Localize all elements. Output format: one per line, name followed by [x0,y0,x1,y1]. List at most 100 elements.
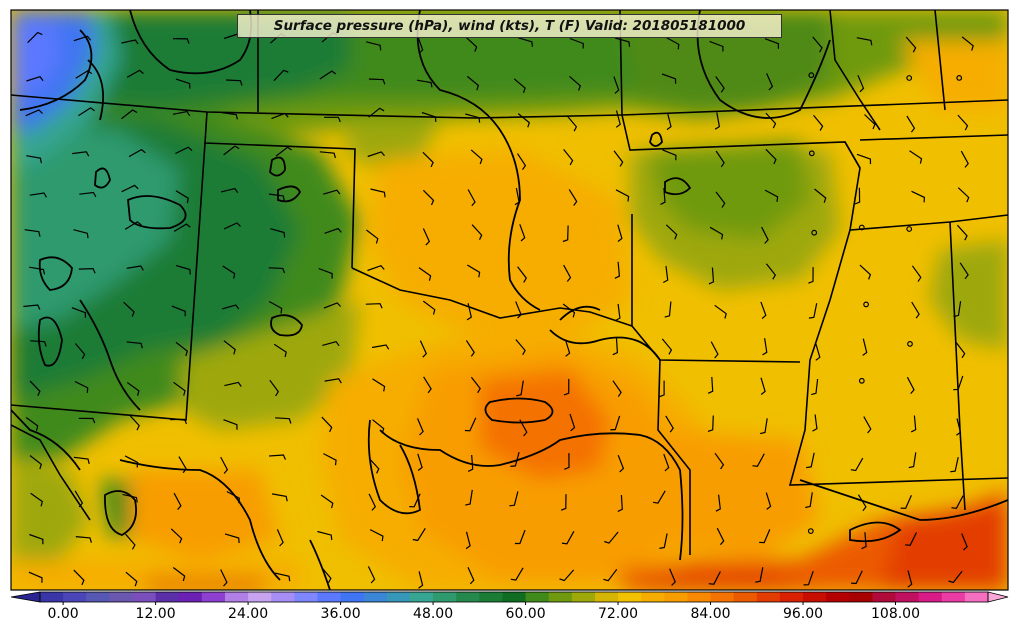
wind-barb [369,529,384,542]
colorbar-swatch [872,592,897,602]
wind-barb [514,529,526,545]
colorbar-swatch [849,592,873,602]
wind-barb [808,267,814,284]
wind-barb [955,341,966,359]
wind-barb [516,153,527,170]
wind-barb [319,151,336,159]
wind-barb [716,527,725,546]
wind-barb [614,261,621,279]
wind-barb [854,187,861,205]
colorbar-swatch [294,592,319,602]
wind-barb [811,378,819,396]
wind-barb [175,341,188,357]
wind-barb [175,265,191,275]
wind-barb [365,303,383,309]
wind-barb [603,568,618,582]
wind-barb [759,529,771,544]
wind-barb [221,112,238,120]
wind-barb [765,148,777,165]
wind-barb [515,339,526,356]
wind-barb [563,149,574,166]
colorbar-tick-label: 96.00 [783,606,823,622]
wind-barb [371,344,390,350]
wind-barb [125,571,138,587]
wind-barb [812,36,823,53]
wind-barb [665,224,678,240]
colorbar-tick-label: 24.00 [228,606,268,622]
colorbar-swatch [433,592,457,602]
colorbar-swatch [826,592,850,602]
wind-barb [124,455,139,468]
colorbar-swatch [155,592,180,602]
wind-barb [25,417,39,431]
wind-barb [663,265,669,284]
wind-barb [224,533,240,544]
wind-barb [366,229,379,244]
wind-barb [175,190,189,204]
wind-barb [959,262,969,280]
wind-barb [666,36,680,50]
wind-barb [812,414,818,432]
wind-barb [752,453,765,467]
wind-barb [323,189,341,195]
colorbar-swatch [687,592,712,602]
wind-barb [516,380,524,397]
wind-barb [416,418,424,436]
calm-wind-circle [858,224,865,231]
wind-barb [617,454,625,473]
wind-barb [29,455,42,470]
wind-barb [223,419,238,430]
wind-barb [172,38,190,44]
calm-wind-circle [906,226,913,232]
wind-barb [223,222,241,230]
wind-barb [755,567,764,583]
wind-barb [957,187,970,203]
wind-barb [560,494,567,511]
map-frame [10,9,1009,591]
wind-barb [30,340,47,347]
wind-barb [78,267,96,274]
wind-barb [659,533,668,549]
colorbar-tick-label: 12.00 [136,606,176,622]
wind-barb [707,376,714,394]
colorbar-swatch [733,592,758,602]
wind-barb [662,149,677,161]
colorbar-swatch [386,592,411,602]
wind-barb [857,74,865,93]
wind-barb [806,452,815,469]
wind-barb [710,341,719,359]
wind-barb [73,569,85,586]
wind-barb [124,221,142,230]
wind-barb [173,492,182,510]
wind-barb [324,116,341,123]
wind-barb [610,415,621,431]
colorbar-swatch [779,592,804,602]
colorbar-swatch [641,592,665,602]
wind-barb [318,267,333,279]
wind-barb [27,31,43,44]
wind-barb [470,376,481,394]
wind-barb [276,529,284,547]
calm-wind-circle [907,341,913,347]
wind-barb [172,567,186,582]
wind-barb [660,187,666,205]
wind-barb [563,378,570,396]
wind-barb [961,533,968,551]
colorbar-swatch [895,592,920,602]
wind-barb [559,569,575,582]
wind-barb [470,149,483,165]
wind-barb [466,75,480,91]
calm-wind-circle [808,150,815,157]
wind-barb [568,189,578,206]
wind-barb [517,113,530,128]
colorbar-tick-label: 36.00 [321,606,361,622]
wind-barb [72,151,90,157]
wind-barb [268,193,285,201]
wind-barb [324,227,342,234]
wind-barb [170,528,183,544]
wind-barb [226,79,243,86]
wind-barb [367,566,376,584]
wind-barb [321,416,333,433]
wind-barb [123,301,135,317]
wind-barb [956,224,968,241]
